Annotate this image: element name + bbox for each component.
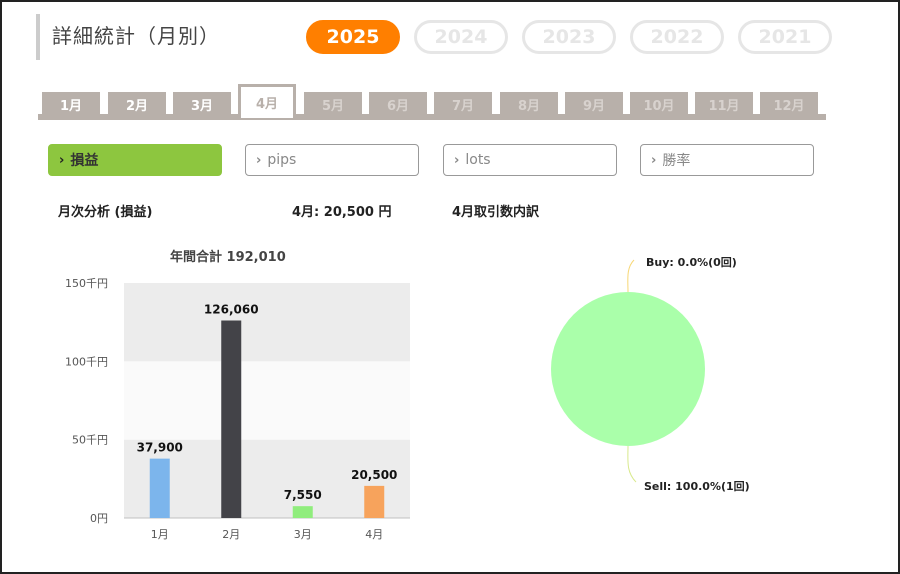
metric-label: 勝率 bbox=[662, 153, 691, 169]
pie-chart bbox=[551, 259, 705, 483]
metric-button-lots[interactable]: › lots bbox=[443, 144, 617, 176]
year-button-2021[interactable]: 2021 bbox=[738, 20, 832, 54]
pie-connector-sell bbox=[627, 445, 637, 483]
bar-value-label: 126,060 bbox=[204, 303, 259, 317]
tab-month-11[interactable]: 11月 bbox=[695, 92, 753, 116]
metric-button-pips[interactable]: › pips bbox=[245, 144, 419, 176]
chevron-right-icon: › bbox=[59, 152, 65, 168]
y-tick-label: 100千円 bbox=[65, 355, 108, 368]
x-tick-label: 2月 bbox=[222, 528, 240, 541]
tab-month-12[interactable]: 12月 bbox=[760, 92, 818, 116]
metric-button-win-rate[interactable]: › 勝率 bbox=[640, 144, 814, 176]
x-tick-label: 1月 bbox=[151, 528, 169, 541]
pie-connector-buy bbox=[627, 259, 635, 293]
chevron-right-icon: › bbox=[454, 152, 460, 168]
bar bbox=[364, 485, 385, 518]
pie-label-sell: Sell: 100.0%(1回) bbox=[644, 480, 750, 493]
month-tabs: 1月 2月 3月 4月 5月 6月 7月 8月 9月 10月 11月 12月 bbox=[38, 84, 826, 120]
bar bbox=[149, 458, 170, 518]
metric-button-profit[interactable]: › 損益 bbox=[48, 144, 222, 176]
tab-month-7[interactable]: 7月 bbox=[434, 92, 492, 116]
x-tick-label: 4月 bbox=[365, 528, 383, 541]
bar bbox=[292, 506, 313, 518]
tab-month-1[interactable]: 1月 bbox=[42, 92, 100, 116]
tab-month-5[interactable]: 5月 bbox=[304, 92, 362, 116]
metric-label: pips bbox=[267, 152, 297, 168]
title-accent-bar bbox=[36, 14, 40, 60]
bar bbox=[221, 320, 242, 518]
tab-month-2[interactable]: 2月 bbox=[108, 92, 166, 116]
tab-month-8[interactable]: 8月 bbox=[500, 92, 558, 116]
metric-label: lots bbox=[465, 152, 491, 168]
pie-label-buy: Buy: 0.0%(0回) bbox=[646, 256, 737, 269]
monthly-analysis-heading: 月次分析 (損益) bbox=[58, 205, 153, 220]
year-button-2025[interactable]: 2025 bbox=[306, 20, 400, 54]
tab-month-6[interactable]: 6月 bbox=[369, 92, 427, 116]
page-title: 詳細統計（月別） bbox=[52, 24, 220, 48]
metric-label: 損益 bbox=[70, 153, 99, 169]
y-tick-label: 0円 bbox=[90, 512, 108, 525]
tab-month-10[interactable]: 10月 bbox=[630, 92, 688, 116]
pie-slice bbox=[551, 292, 705, 446]
plot-band bbox=[124, 283, 410, 362]
chevron-right-icon: › bbox=[651, 152, 657, 168]
tab-month-4[interactable]: 4月 bbox=[238, 84, 296, 118]
bar-value-label: 20,500 bbox=[351, 468, 397, 482]
year-button-2023[interactable]: 2023 bbox=[522, 20, 616, 54]
tab-month-3[interactable]: 3月 bbox=[173, 92, 231, 116]
y-tick-label: 50千円 bbox=[72, 434, 108, 447]
bar-chart: 0円 50千円 100千円 150千円 37,900 1月 126,060 2月 7,550 3月… bbox=[65, 277, 410, 541]
month-tabs-rule bbox=[38, 114, 826, 120]
month-profit-value: 4月: 20,500 円 bbox=[292, 205, 392, 220]
plot-band bbox=[124, 361, 410, 440]
year-button-2024[interactable]: 2024 bbox=[414, 20, 508, 54]
tab-month-9[interactable]: 9月 bbox=[565, 92, 623, 116]
chart-title: 年間合計 192,010 bbox=[170, 250, 286, 265]
year-button-2022[interactable]: 2022 bbox=[630, 20, 724, 54]
year-selector: 2025 2024 2023 2022 2021 bbox=[306, 20, 832, 54]
y-tick-label: 150千円 bbox=[65, 277, 108, 290]
x-tick-label: 3月 bbox=[294, 528, 312, 541]
plot-band bbox=[124, 439, 410, 518]
bar-value-label: 7,550 bbox=[284, 488, 322, 502]
chevron-right-icon: › bbox=[256, 152, 262, 168]
bar-value-label: 37,900 bbox=[137, 441, 183, 455]
trade-breakdown-heading: 4月取引数内訳 bbox=[452, 205, 540, 220]
